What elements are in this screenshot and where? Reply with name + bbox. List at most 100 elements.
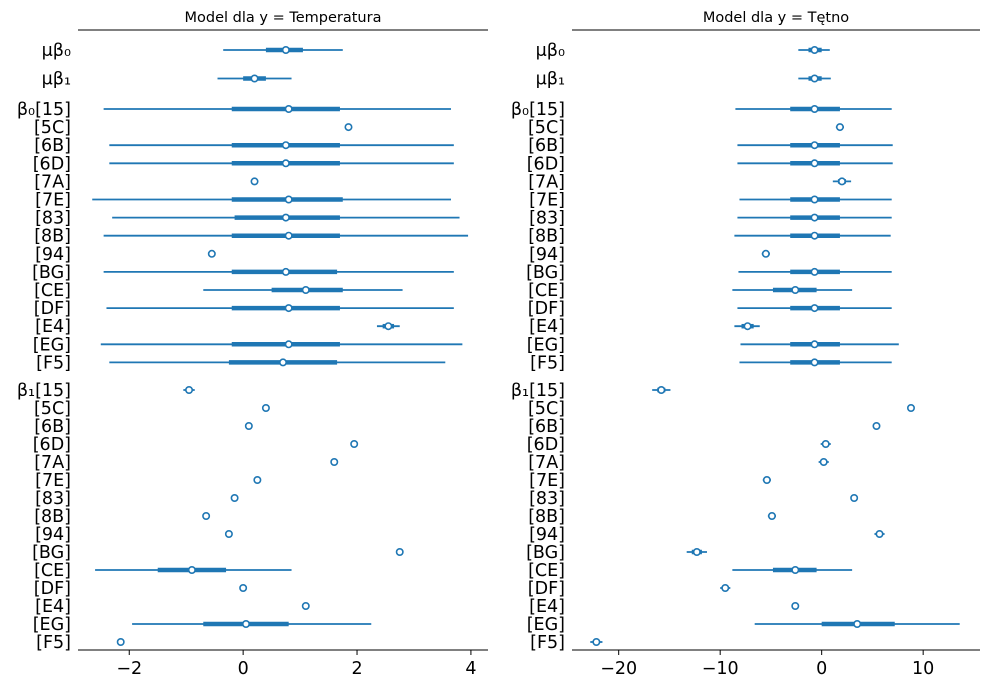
row-label: [8B]	[34, 227, 71, 247]
point-estimate-marker	[301, 601, 310, 610]
panel-title: Model dla y = Tętno	[703, 10, 849, 26]
x-tick-label: 2	[351, 659, 362, 679]
point-estimate-marker	[281, 45, 290, 54]
row-label: [94]	[529, 525, 565, 545]
point-estimate-marker	[657, 385, 666, 394]
point-estimate-marker	[872, 421, 881, 430]
point-estimate-marker	[202, 511, 211, 520]
row-label: [5C]	[34, 399, 71, 419]
point-estimate-marker	[253, 475, 262, 484]
point-estimate-marker	[810, 358, 819, 367]
point-estimate-marker	[284, 340, 293, 349]
row-label: [E4]	[529, 597, 565, 617]
point-estimate-marker	[850, 493, 859, 502]
point-estimate-marker	[261, 403, 270, 412]
row-label: β₀[15]	[17, 100, 71, 120]
point-estimate-marker	[810, 105, 819, 114]
row-label: [7A]	[34, 172, 71, 192]
point-estimate-marker	[350, 439, 359, 448]
row-label: [BG]	[526, 263, 565, 283]
x-tick-label: 10	[912, 659, 934, 679]
point-estimate-marker	[810, 45, 819, 54]
point-estimate-marker	[250, 74, 259, 83]
row-label: [7E]	[529, 471, 565, 491]
point-estimate-marker	[810, 159, 819, 168]
point-estimate-marker	[692, 547, 701, 556]
row-label: [F5]	[36, 353, 71, 373]
point-estimate-marker	[837, 177, 846, 186]
row-label: [7A]	[34, 453, 71, 473]
point-estimate-marker	[384, 322, 393, 331]
point-estimate-marker	[853, 619, 862, 628]
point-estimate-marker	[284, 105, 293, 114]
point-estimate-marker	[875, 529, 884, 538]
row-label: [8B]	[528, 507, 565, 527]
point-estimate-marker	[281, 213, 290, 222]
point-estimate-marker	[810, 213, 819, 222]
point-estimate-marker	[821, 439, 830, 448]
row-label: [94]	[35, 525, 71, 545]
row-label: [CE]	[34, 561, 71, 581]
row-label: [DF]	[34, 299, 71, 319]
row-label: [7E]	[35, 471, 71, 491]
point-estimate-marker	[762, 475, 771, 484]
row-label: [5C]	[34, 118, 71, 138]
row-label: [DF]	[528, 299, 565, 319]
point-estimate-marker	[241, 619, 250, 628]
row-label: [6D]	[33, 435, 71, 455]
row-label: [6B]	[528, 136, 565, 156]
row-label: β₁[15]	[17, 381, 71, 401]
row-label: [F5]	[530, 633, 565, 653]
row-label: [6B]	[34, 417, 71, 437]
point-estimate-marker	[301, 285, 310, 294]
row-label: [BG]	[32, 263, 71, 283]
row-label: [BG]	[32, 543, 71, 563]
x-tick-label: −2	[116, 659, 142, 679]
point-estimate-marker	[224, 529, 233, 538]
point-estimate-marker	[743, 322, 752, 331]
row-label: [DF]	[528, 579, 565, 599]
point-estimate-marker	[330, 457, 339, 466]
panel-title: Model dla y = Temperatura	[185, 10, 382, 26]
point-estimate-marker	[278, 358, 287, 367]
row-label: [8B]	[528, 227, 565, 247]
row-label: [6D]	[33, 154, 71, 174]
row-label: [83]	[35, 209, 71, 229]
point-estimate-marker	[810, 304, 819, 313]
x-tick-label: 0	[816, 659, 827, 679]
point-estimate-marker	[810, 195, 819, 204]
point-estimate-marker	[810, 141, 819, 150]
point-estimate-marker	[239, 583, 248, 592]
x-tick-label: −10	[702, 659, 739, 679]
row-label: [EG]	[33, 335, 71, 355]
row-label: [6B]	[34, 136, 71, 156]
row-label: [7E]	[35, 191, 71, 211]
point-estimate-marker	[791, 565, 800, 574]
row-label: [5C]	[528, 118, 565, 138]
row-label: β₁[15]	[511, 381, 565, 401]
row-label: [5C]	[528, 399, 565, 419]
point-estimate-marker	[284, 231, 293, 240]
point-estimate-marker	[791, 601, 800, 610]
point-estimate-marker	[281, 267, 290, 276]
row-label: β₀[15]	[511, 100, 565, 120]
point-estimate-marker	[281, 141, 290, 150]
row-label: [6D]	[527, 154, 565, 174]
point-estimate-marker	[344, 123, 353, 132]
point-estimate-marker	[284, 304, 293, 313]
point-estimate-marker	[187, 565, 196, 574]
row-label: [83]	[529, 489, 565, 509]
point-estimate-marker	[767, 511, 776, 520]
point-estimate-marker	[810, 340, 819, 349]
point-estimate-marker	[810, 267, 819, 276]
point-estimate-marker	[791, 285, 800, 294]
row-label: [BG]	[526, 543, 565, 563]
row-label: [DF]	[34, 579, 71, 599]
row-label: [CE]	[34, 281, 71, 301]
row-label: [6D]	[527, 435, 565, 455]
x-tick-label: 0	[238, 659, 249, 679]
row-label: [7A]	[528, 453, 565, 473]
row-label: [E4]	[35, 317, 71, 337]
row-label: [EG]	[527, 615, 565, 635]
